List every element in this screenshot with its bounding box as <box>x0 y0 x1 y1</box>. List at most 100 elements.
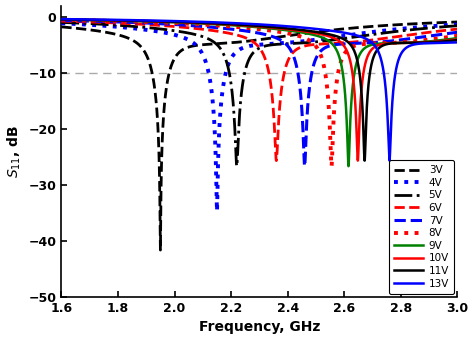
10V <box>355 158 361 163</box>
8V <box>58 18 64 22</box>
6V <box>210 29 216 33</box>
Line: 9V: 9V <box>61 20 457 166</box>
9V <box>316 34 322 38</box>
7V <box>130 20 136 24</box>
10V <box>130 19 136 23</box>
7V <box>384 39 390 44</box>
7V <box>58 18 64 22</box>
11V <box>362 158 367 163</box>
Line: 13V: 13V <box>61 19 457 160</box>
8V <box>316 49 322 53</box>
Y-axis label: $S_{11}$, dB: $S_{11}$, dB <box>6 125 23 178</box>
3V <box>455 20 460 24</box>
3V <box>296 32 302 36</box>
5V <box>384 31 390 35</box>
8V <box>384 41 390 45</box>
7V <box>354 41 360 45</box>
10V <box>354 137 360 141</box>
13V <box>296 25 302 29</box>
4V <box>296 40 302 44</box>
3V <box>130 38 136 42</box>
8V <box>130 19 136 23</box>
9V <box>354 59 360 64</box>
11V <box>58 17 64 21</box>
13V <box>316 27 322 31</box>
3V <box>157 248 163 252</box>
11V <box>384 42 390 46</box>
Legend: 3V, 4V, 5V, 6V, 7V, 8V, 9V, 10V, 11V, 13V: 3V, 4V, 5V, 6V, 7V, 8V, 9V, 10V, 11V, 13… <box>389 160 454 294</box>
5V <box>296 41 302 45</box>
5V <box>455 24 460 28</box>
4V <box>130 26 136 30</box>
6V <box>384 36 390 40</box>
6V <box>316 42 322 46</box>
3V <box>354 26 360 30</box>
10V <box>316 32 322 36</box>
11V <box>130 19 136 23</box>
10V <box>455 37 460 41</box>
Line: 4V: 4V <box>61 23 457 211</box>
8V <box>328 164 334 168</box>
7V <box>210 25 216 29</box>
3V <box>384 23 390 28</box>
9V <box>130 19 136 23</box>
8V <box>296 34 302 38</box>
5V <box>210 39 216 43</box>
3V <box>210 42 216 46</box>
10V <box>384 41 390 46</box>
9V <box>455 36 460 40</box>
11V <box>316 30 322 34</box>
5V <box>234 164 239 168</box>
5V <box>354 35 360 39</box>
6V <box>58 19 64 23</box>
5V <box>316 39 322 44</box>
13V <box>58 17 64 21</box>
4V <box>384 28 390 32</box>
8V <box>210 23 216 27</box>
11V <box>354 57 360 61</box>
7V <box>302 164 308 168</box>
13V <box>387 158 392 163</box>
Line: 11V: 11V <box>61 19 457 160</box>
4V <box>214 209 220 213</box>
6V <box>455 27 460 31</box>
10V <box>296 29 302 33</box>
7V <box>296 77 302 81</box>
13V <box>384 104 390 108</box>
5V <box>58 20 64 24</box>
9V <box>384 41 390 45</box>
4V <box>354 32 360 36</box>
X-axis label: Frequency, GHz: Frequency, GHz <box>199 320 320 335</box>
Line: 6V: 6V <box>61 21 457 160</box>
7V <box>455 30 460 34</box>
11V <box>210 21 216 25</box>
9V <box>58 18 64 22</box>
7V <box>316 51 322 55</box>
Line: 3V: 3V <box>61 22 457 250</box>
13V <box>455 40 460 45</box>
Line: 5V: 5V <box>61 22 457 166</box>
9V <box>346 164 351 168</box>
11V <box>455 38 460 42</box>
4V <box>210 99 216 103</box>
4V <box>58 21 64 25</box>
5V <box>130 24 136 29</box>
Line: 10V: 10V <box>61 19 457 160</box>
6V <box>130 22 136 26</box>
10V <box>58 17 64 21</box>
11V <box>296 28 302 32</box>
6V <box>354 40 360 44</box>
9V <box>296 30 302 34</box>
3V <box>58 25 64 29</box>
6V <box>273 158 279 163</box>
3V <box>316 30 322 34</box>
4V <box>316 37 322 41</box>
4V <box>455 22 460 27</box>
13V <box>130 18 136 22</box>
13V <box>210 20 216 24</box>
Line: 8V: 8V <box>61 20 457 166</box>
9V <box>210 22 216 26</box>
8V <box>455 34 460 38</box>
6V <box>296 46 302 50</box>
Line: 7V: 7V <box>61 20 457 166</box>
